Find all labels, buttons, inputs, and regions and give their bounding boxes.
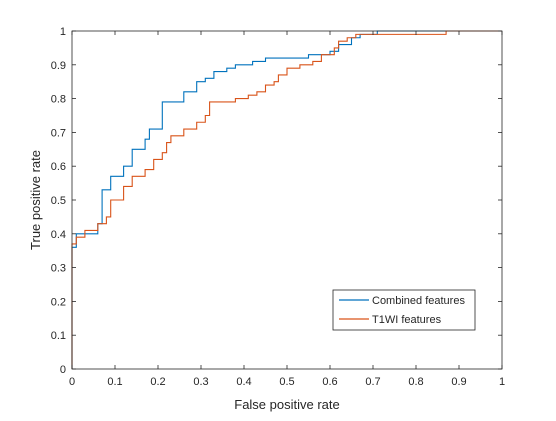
y-axis-label: True positive rate [28,150,43,250]
x-tick-label: 0.1 [107,376,122,388]
legend: Combined features T1WI features [332,289,476,331]
series-line-1 [71,30,502,369]
y-tick-label: 0.9 [51,60,66,72]
x-tick-label: 0.3 [193,376,208,388]
y-tick-label: 0.5 [51,195,66,207]
x-tick-label: 0.4 [236,376,251,388]
x-tick-label: 0 [69,376,75,388]
series-line-0 [71,30,502,369]
x-tick-label: 0.2 [150,376,165,388]
x-axis-label: False positive rate [234,397,340,412]
x-tick-label: 0.7 [365,376,380,388]
x-tick-label: 0.9 [451,376,466,388]
y-tick-label: 1 [60,26,66,38]
x-tick-label: 0.8 [408,376,423,388]
axes-layer: 0 0.1 0.2 0.3 0.4 0.5 0.6 0.7 0.8 0.9 1 0 0.1 0.2 0.3 0… [51,26,505,388]
legend-label-t1wi: T1WI features [372,314,442,326]
series-layer [71,30,502,369]
legend-box [332,289,476,331]
y-tick-label: 0.8 [51,94,66,106]
x-tick-label: 0.5 [279,376,294,388]
y-tick-label: 0.3 [51,263,66,275]
y-tick-label: 0 [60,364,66,376]
y-tick-label: 0.4 [51,229,66,241]
x-tick-label: 1 [499,376,505,388]
x-tick-label: 0.6 [322,376,337,388]
y-tick-label: 0.2 [51,296,66,308]
y-tick-label: 0.1 [51,330,66,342]
y-tick-label: 0.6 [51,161,66,173]
legend-label-combined: Combined features [372,295,465,307]
y-tick-label: 0.7 [51,127,66,139]
